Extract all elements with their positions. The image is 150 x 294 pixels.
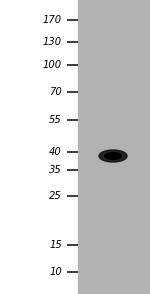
Text: 100: 100 <box>43 60 62 70</box>
Text: 10: 10 <box>49 267 62 277</box>
Text: 15: 15 <box>49 240 62 250</box>
Ellipse shape <box>99 150 127 162</box>
Bar <box>0 0 78 294</box>
Text: 70: 70 <box>49 87 62 97</box>
Bar <box>78 0 150 294</box>
Text: 130: 130 <box>43 37 62 47</box>
Text: 40: 40 <box>49 147 62 157</box>
Text: 170: 170 <box>43 15 62 25</box>
Text: 35: 35 <box>49 165 62 175</box>
Text: 55: 55 <box>49 115 62 125</box>
Ellipse shape <box>105 153 121 159</box>
Text: 25: 25 <box>49 191 62 201</box>
